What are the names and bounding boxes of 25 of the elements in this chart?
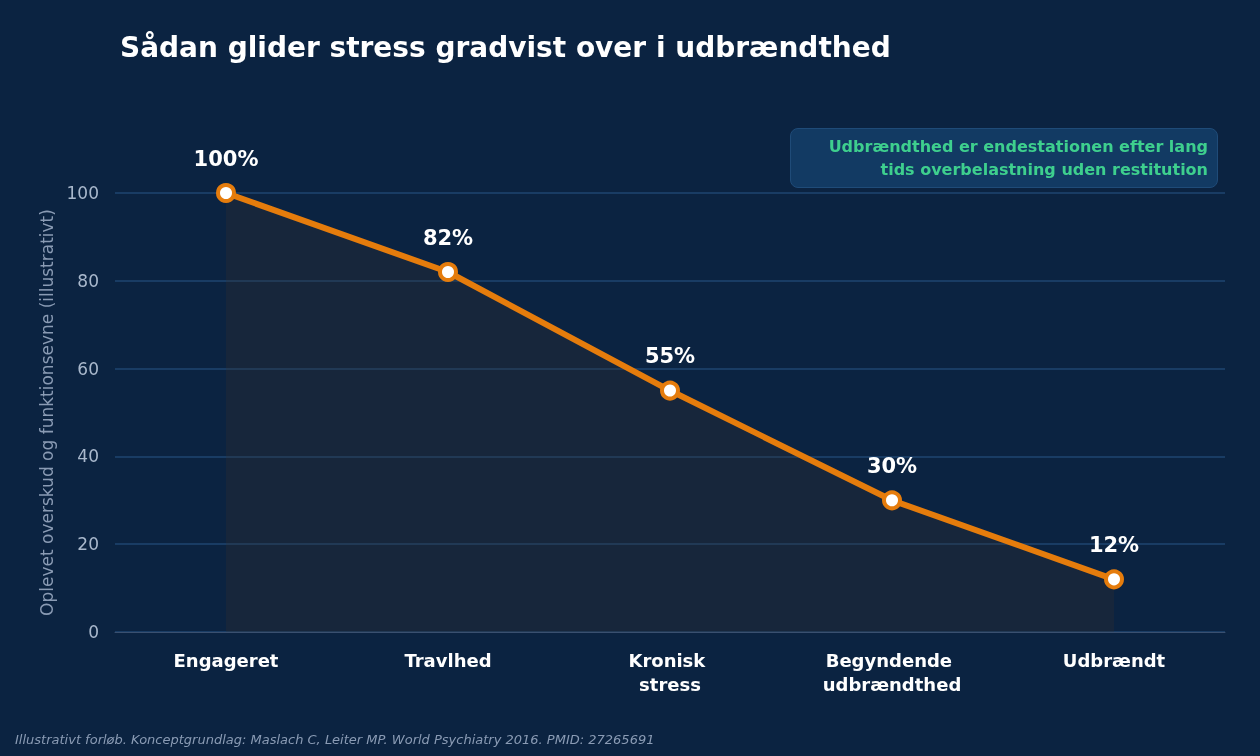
point xyxy=(1104,569,1124,590)
y-tick-label: 60 xyxy=(77,358,99,379)
y-tick-label: 0 xyxy=(88,622,99,642)
x-tick-label: Travlhed xyxy=(404,649,492,671)
x-tick-label: Engageret xyxy=(173,649,279,671)
data-label: 12% xyxy=(1088,532,1140,557)
y-tick-label: 100 xyxy=(66,183,99,203)
y-tick-label: 20 xyxy=(77,534,99,555)
chart-title: Sådan glider stress gradvist over i udbrændthed xyxy=(120,30,891,64)
point xyxy=(438,262,458,283)
y-tick-label: 40 xyxy=(77,446,99,467)
point xyxy=(882,490,902,511)
data-label: 30% xyxy=(866,453,918,478)
y-axis-title: Oplevet overskud og funktionsevne (illustrativt) xyxy=(37,209,58,616)
y-tick-label: 80 xyxy=(77,270,99,291)
callout-box: Udbrændthed er endestationen efter lang tids overbelastning uden restitution xyxy=(790,128,1218,188)
x-tick-label: Begyndende udbrændthed xyxy=(822,649,962,695)
text: Illustrativt forløb. Konceptgrundlag: Maslach C, Leiter MP. World Psychiatry 2016. PMID: 27265691 xyxy=(15,732,655,747)
x-tick-label: Kronisk stress xyxy=(628,649,712,695)
data-label: 55% xyxy=(644,344,696,369)
point xyxy=(660,380,680,401)
data-label: 100% xyxy=(193,146,259,171)
data-label: 82% xyxy=(422,225,474,250)
x-tick-label: Udbrændt xyxy=(1062,649,1166,671)
point xyxy=(216,183,236,203)
